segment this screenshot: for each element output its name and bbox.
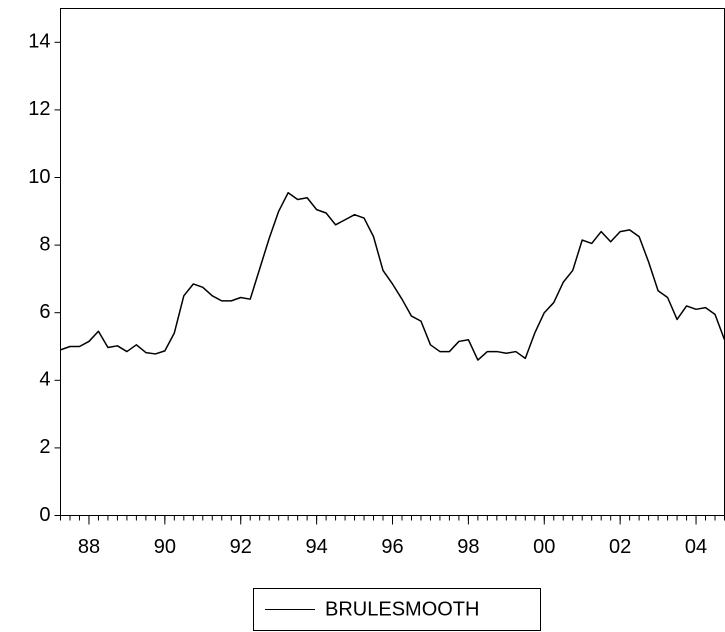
y-tick-label: 0 [39, 504, 50, 526]
y-tick-label: 14 [28, 31, 50, 53]
x-tick-label: 00 [533, 536, 555, 558]
y-tick-label: 6 [39, 301, 50, 323]
y-tick-label: 12 [28, 98, 50, 120]
y-tick-label: 10 [28, 166, 50, 188]
y-tick-label: 4 [39, 369, 50, 391]
x-tick-label: 02 [609, 536, 631, 558]
y-tick-label: 2 [39, 436, 50, 458]
data-line [60, 191, 725, 361]
x-tick-label: 94 [305, 536, 327, 558]
plot-frame [60, 8, 725, 516]
x-tick-label: 04 [685, 536, 707, 558]
x-tick-label: 90 [154, 536, 176, 558]
x-tick-label: 96 [381, 536, 403, 558]
x-tick-label: 88 [78, 536, 100, 558]
y-tick-label: 8 [39, 233, 50, 255]
x-tick-label: 92 [230, 536, 252, 558]
legend-label: BRULESMOOTH [325, 598, 479, 620]
x-tick-label: 98 [457, 536, 479, 558]
